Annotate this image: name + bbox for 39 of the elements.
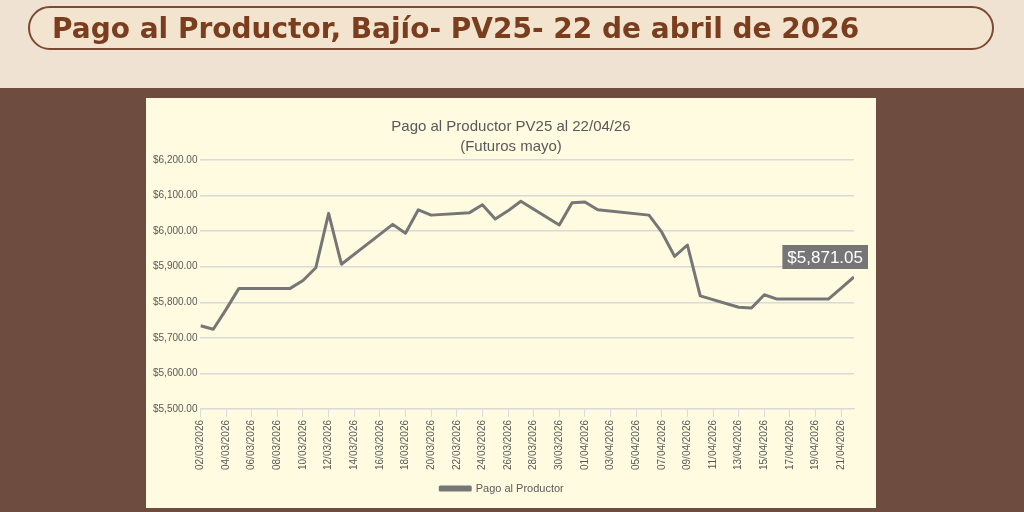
x-tick-label: 02/03/2026 <box>194 419 206 471</box>
x-tick-label: 20/03/2026 <box>424 419 436 471</box>
y-tick-label: $5,900.00 <box>152 260 198 272</box>
chart-title: Pago al Productor, Bajío- PV25- 22 de abril de 2026 <box>28 6 994 50</box>
x-tick-label: 16/03/2026 <box>373 419 385 471</box>
y-tick-label: $6,000.00 <box>152 224 198 236</box>
x-tick-label: 05/04/2026 <box>629 419 641 471</box>
chart-subtitle: Pago al Productor PV25 al 22/04/26 <box>390 116 632 136</box>
legend-label: Pago al Productor <box>475 481 565 494</box>
x-tick-label: 28/03/2026 <box>527 419 539 471</box>
x-tick-label: 01/04/2026 <box>578 419 590 471</box>
y-tick-label: $5,500.00 <box>152 402 198 414</box>
data-label: $5,871.05 <box>787 247 864 267</box>
x-tick-label: 08/03/2026 <box>271 419 283 471</box>
x-tick-label: 13/04/2026 <box>732 419 744 471</box>
y-tick-label: $5,600.00 <box>152 367 198 379</box>
y-tick-label: $5,700.00 <box>152 331 198 343</box>
x-tick-label: 26/03/2026 <box>501 419 513 471</box>
y-tick-label: $6,200.00 <box>152 153 198 165</box>
x-tick-label: 22/03/2026 <box>450 419 462 471</box>
x-tick-label: 09/04/2026 <box>681 419 693 471</box>
x-tick-label: 21/04/2026 <box>834 419 846 471</box>
x-tick-label: 03/04/2026 <box>604 419 616 471</box>
x-tick-label: 07/04/2026 <box>655 419 667 471</box>
x-tick-label: 14/03/2026 <box>348 419 360 471</box>
text: (Futuros mayo) <box>460 137 562 154</box>
x-tick-label: 17/04/2026 <box>783 419 795 471</box>
x-tick-label: 04/03/2026 <box>219 419 231 471</box>
x-tick-label: 11/04/2026 <box>706 419 718 470</box>
x-tick-label: 18/03/2026 <box>399 419 411 471</box>
x-tick-label: 12/03/2026 <box>322 419 334 471</box>
x-tick-label: 06/03/2026 <box>245 419 257 471</box>
x-tick-label: 24/03/2026 <box>476 419 488 471</box>
x-tick-label: 10/03/2026 <box>296 419 308 471</box>
x-tick-label: 15/04/2026 <box>758 419 770 471</box>
y-tick-label: $6,100.00 <box>152 189 198 201</box>
y-tick-label: $5,800.00 <box>152 296 198 308</box>
x-tick-label: 19/04/2026 <box>809 419 821 471</box>
x-tick-label: 30/03/2026 <box>553 419 565 471</box>
